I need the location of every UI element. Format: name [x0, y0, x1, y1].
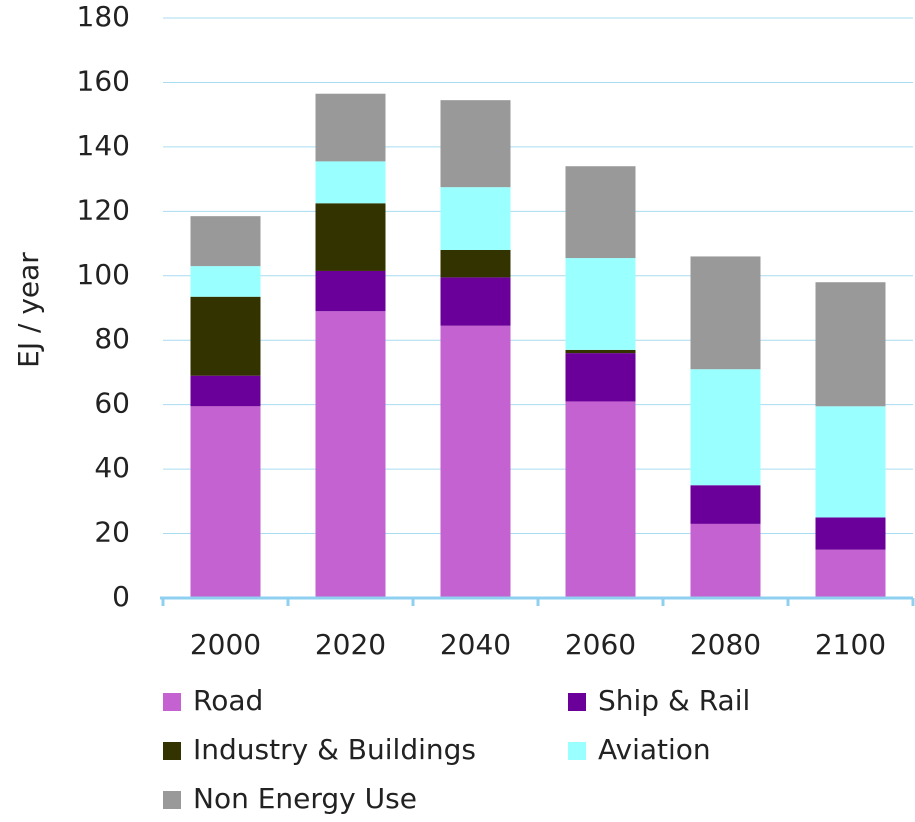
- legend-swatch: [568, 742, 586, 760]
- bar-segment: [190, 266, 261, 297]
- bar-segment: [565, 166, 636, 259]
- y-tick-label: 100: [77, 258, 130, 291]
- y-tick-label: 0: [112, 580, 130, 613]
- bar-segment: [190, 375, 261, 407]
- legend-label: Aviation: [598, 733, 711, 766]
- bar-segment: [690, 523, 761, 598]
- bar-segment: [565, 401, 636, 598]
- bar-segment: [440, 277, 511, 326]
- legend-label: Road: [193, 684, 263, 717]
- bar-segment: [690, 369, 761, 486]
- bar-segment: [690, 256, 761, 370]
- bar-segment: [815, 282, 886, 407]
- y-tick-label: 80: [94, 322, 130, 355]
- bar-segment: [315, 270, 386, 312]
- bar-segment: [815, 549, 886, 598]
- bar-segment: [565, 353, 636, 402]
- bar-segment: [315, 161, 386, 204]
- x-tick-label: 2080: [690, 628, 761, 661]
- legend-label: Non Energy Use: [193, 782, 417, 815]
- y-tick-label: 120: [77, 193, 130, 226]
- legend-swatch: [163, 693, 181, 711]
- y-axis-label: EJ / year: [12, 252, 45, 368]
- bar-segment: [440, 100, 511, 188]
- x-tick-label: 2100: [815, 628, 886, 661]
- legend-swatch: [163, 742, 181, 760]
- bar-segment: [565, 349, 636, 354]
- bar-segment: [440, 187, 511, 250]
- bar-segment: [690, 485, 761, 524]
- bar-segment: [315, 203, 386, 271]
- legend-swatch: [568, 693, 586, 711]
- bar-segment: [190, 216, 261, 267]
- legend-swatch: [163, 791, 181, 809]
- bar-segment: [190, 406, 261, 598]
- bar-segment: [815, 406, 886, 518]
- x-tick-label: 2000: [190, 628, 261, 661]
- y-tick-label: 20: [94, 516, 130, 549]
- bar-segment: [315, 311, 386, 598]
- legend-label: Industry & Buildings: [193, 733, 476, 766]
- bar-segment: [815, 517, 886, 550]
- y-tick-label: 180: [77, 0, 130, 33]
- bar-segment: [440, 250, 511, 278]
- y-tick-label: 60: [94, 387, 130, 420]
- bar-segment: [315, 93, 386, 162]
- x-tick-label: 2040: [440, 628, 511, 661]
- bar-segment: [565, 258, 636, 350]
- bar-segment: [190, 296, 261, 376]
- x-tick-label: 2020: [315, 628, 386, 661]
- y-tick-label: 140: [77, 129, 130, 162]
- y-tick-label: 160: [77, 64, 130, 97]
- legend-label: Ship & Rail: [598, 684, 750, 717]
- y-tick-label: 40: [94, 451, 130, 484]
- x-tick-label: 2060: [565, 628, 636, 661]
- bar-segment: [440, 325, 511, 598]
